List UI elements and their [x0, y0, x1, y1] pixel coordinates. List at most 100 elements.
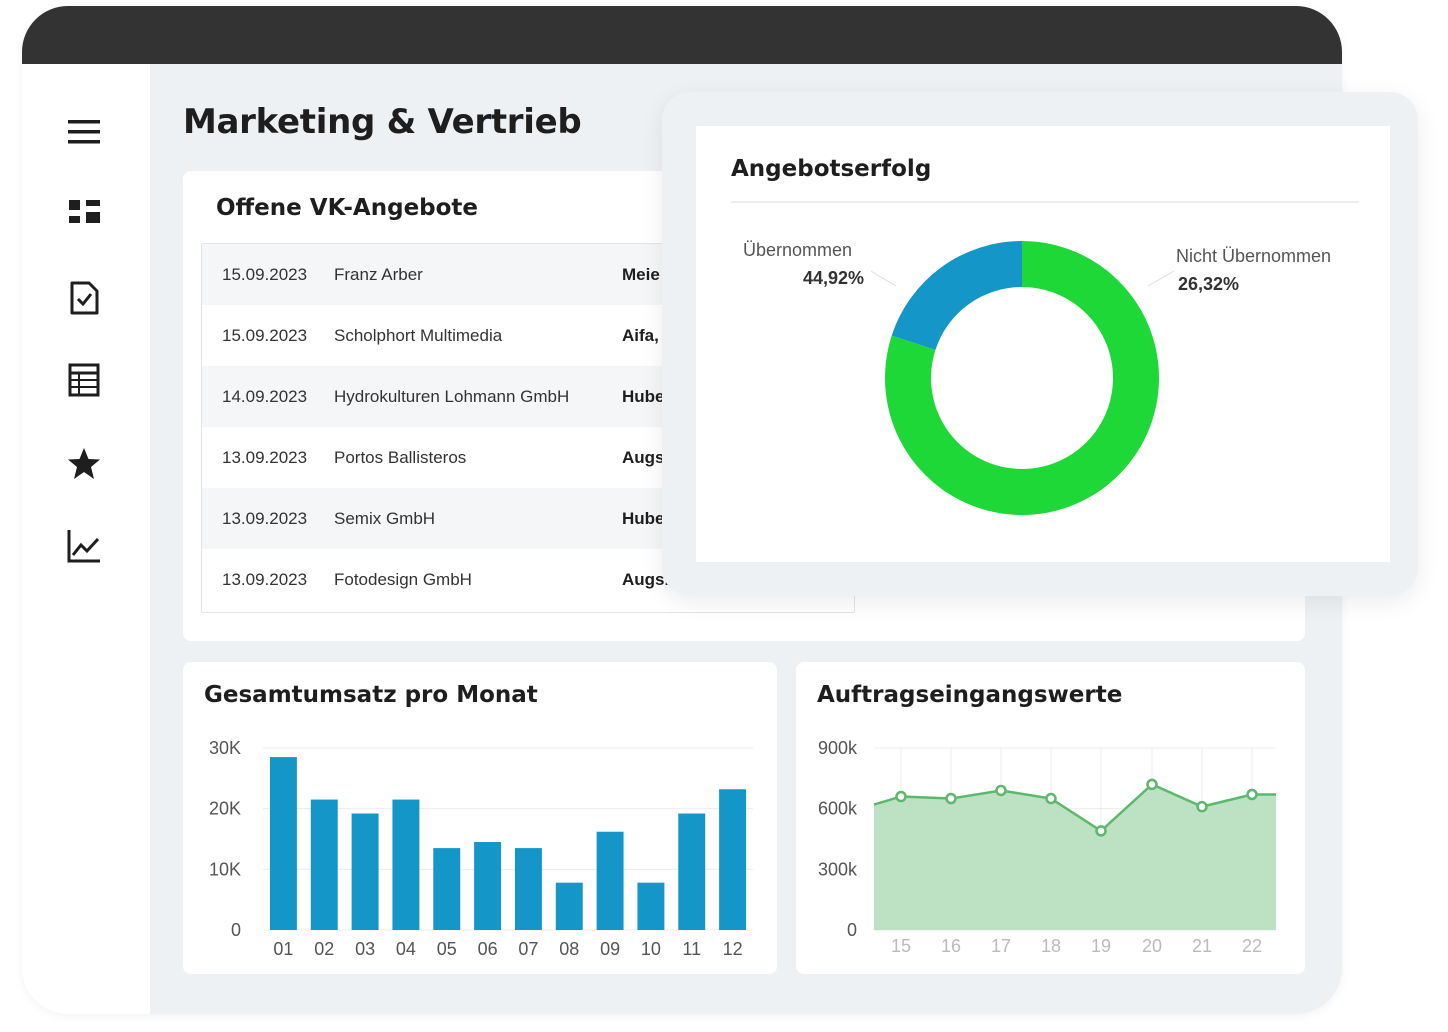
donut-label-accepted: Übernommen — [743, 240, 853, 260]
y-tick-label: 900k — [818, 738, 858, 758]
x-tick-label: 04 — [396, 939, 416, 959]
orders-area-chart: 0 300k 600k 900k 15 16 17 18 19 20 21 22 — [818, 738, 1276, 956]
y-tick-label: 0 — [847, 920, 857, 940]
y-tick-label: 20K — [209, 799, 241, 819]
sidebar — [22, 64, 150, 1014]
bar — [514, 848, 542, 930]
row-date: 14.09.2023 — [222, 386, 308, 406]
data-point — [945, 792, 957, 805]
x-tick-label: 01 — [273, 939, 293, 959]
row-owner: Augs. — [622, 569, 670, 589]
x-tick-label: 11 — [682, 939, 701, 959]
y-tick-label: 300k — [818, 859, 858, 879]
document-check-icon[interactable] — [64, 278, 104, 318]
x-tick-label: 09 — [600, 939, 620, 959]
table-row[interactable]: 13.09.2023 Fotodesign GmbH Augs. — [202, 549, 854, 610]
dashboard-icon[interactable] — [64, 194, 104, 234]
row-date: 13.09.2023 — [222, 508, 308, 528]
success-title: Angebotserfolg — [731, 156, 932, 182]
line-chart-icon[interactable] — [64, 526, 104, 566]
y-tick-label: 600k — [818, 799, 858, 819]
data-point — [1246, 788, 1258, 801]
leader-line — [870, 270, 897, 287]
row-date: 13.09.2023 — [222, 569, 308, 589]
x-tick-label: 21 — [1192, 936, 1212, 956]
data-point — [1095, 825, 1107, 837]
success-card: Angebotserfolg Übernommen 44,92% Nicht Ü… — [696, 126, 1390, 562]
row-owner: Hube — [622, 386, 665, 406]
donut-value-rejected: 26,32% — [1178, 274, 1240, 294]
y-tick-label: 0 — [231, 920, 241, 940]
table-icon[interactable] — [64, 360, 104, 400]
row-customer: Semix GmbH — [334, 508, 436, 528]
success-donut-chart — [870, 241, 1175, 515]
x-tick-label: 10 — [641, 939, 661, 959]
data-point — [1045, 792, 1057, 805]
row-customer: Scholphort Multimedia — [334, 325, 503, 345]
revenue-bar-chart: 0 10K 20K 30K 01 02 03 04 05 06 07 08 09 10 11 12 — [209, 738, 753, 959]
data-point — [1196, 800, 1208, 813]
x-tick-label: 19 — [1091, 936, 1111, 956]
bar — [392, 799, 420, 930]
x-tick-label: 02 — [314, 939, 334, 959]
bar — [596, 831, 624, 930]
row-date: 13.09.2023 — [222, 447, 308, 467]
top-bar — [22, 6, 1342, 64]
row-owner: Meie — [622, 264, 660, 284]
row-owner: Augs — [622, 447, 665, 467]
x-tick-label: 05 — [437, 939, 457, 959]
x-tick-label: 22 — [1242, 936, 1262, 956]
revenue-card: Gesamtumsatz pro Monat 0 10K 20K 30K 01 02 03 0… — [183, 662, 777, 974]
page-title: Marketing & Vertrieb — [183, 102, 582, 142]
orders-title: Auftragseingangswerte — [817, 682, 1123, 708]
revenue-title: Gesamtumsatz pro Monat — [204, 682, 538, 708]
y-tick-label: 30K — [209, 738, 241, 758]
bar — [269, 757, 297, 930]
x-tick-label: 15 — [891, 936, 911, 956]
menu-icon[interactable] — [64, 112, 104, 152]
data-point — [1146, 778, 1158, 791]
area-fill — [874, 784, 1276, 930]
data-point — [895, 790, 907, 803]
bar — [678, 813, 706, 930]
table-row[interactable]: 13.09.2023 Portos Ballisteros Augs — [202, 427, 854, 488]
bar — [433, 848, 461, 930]
bar — [474, 842, 502, 930]
x-tick-label: 08 — [559, 939, 579, 959]
bar — [637, 882, 665, 930]
x-tick-label: 03 — [355, 939, 375, 959]
x-tick-label: 16 — [941, 936, 961, 956]
row-date: 15.09.2023 — [222, 325, 308, 345]
orders-card: Auftragseingangswerte 0 300k 600k 900k 15 16 1… — [796, 662, 1305, 974]
bar — [310, 799, 338, 930]
bar — [555, 882, 583, 930]
star-icon[interactable] — [64, 444, 104, 484]
row-owner: Aifa, — [622, 325, 659, 345]
table-row[interactable]: 15.09.2023 Scholphort Multimedia Aifa, — [202, 305, 854, 366]
row-customer: Portos Ballisteros — [334, 447, 467, 467]
x-tick-label: 12 — [723, 939, 743, 959]
donut-slice — [891, 241, 1022, 350]
leader-line — [1147, 270, 1175, 287]
donut-slice — [885, 241, 1159, 515]
series-line — [873, 782, 1276, 833]
row-owner: Hube — [622, 508, 665, 528]
x-tick-label: 17 — [991, 936, 1011, 956]
bar — [351, 813, 379, 930]
x-tick-label: 06 — [478, 939, 498, 959]
row-date: 15.09.2023 — [222, 264, 308, 284]
success-panel: Angebotserfolg Übernommen 44,92% Nicht Ü… — [662, 92, 1418, 596]
data-point — [995, 784, 1007, 797]
donut-value-accepted: 44,92% — [803, 268, 865, 288]
divider — [731, 201, 1359, 203]
x-tick-label: 18 — [1041, 936, 1061, 956]
bar — [719, 789, 747, 930]
offers-title: Offene VK-Angebote — [216, 195, 479, 221]
row-customer: Fotodesign GmbH — [334, 569, 472, 589]
x-tick-label: 20 — [1142, 936, 1162, 956]
y-tick-label: 10K — [209, 859, 241, 879]
x-tick-label: 07 — [518, 939, 538, 959]
row-customer: Franz Arber — [334, 264, 423, 284]
row-customer: Hydrokulturen Lohmann GmbH — [334, 386, 570, 406]
donut-label-rejected: Nicht Übernommen — [1176, 246, 1332, 266]
